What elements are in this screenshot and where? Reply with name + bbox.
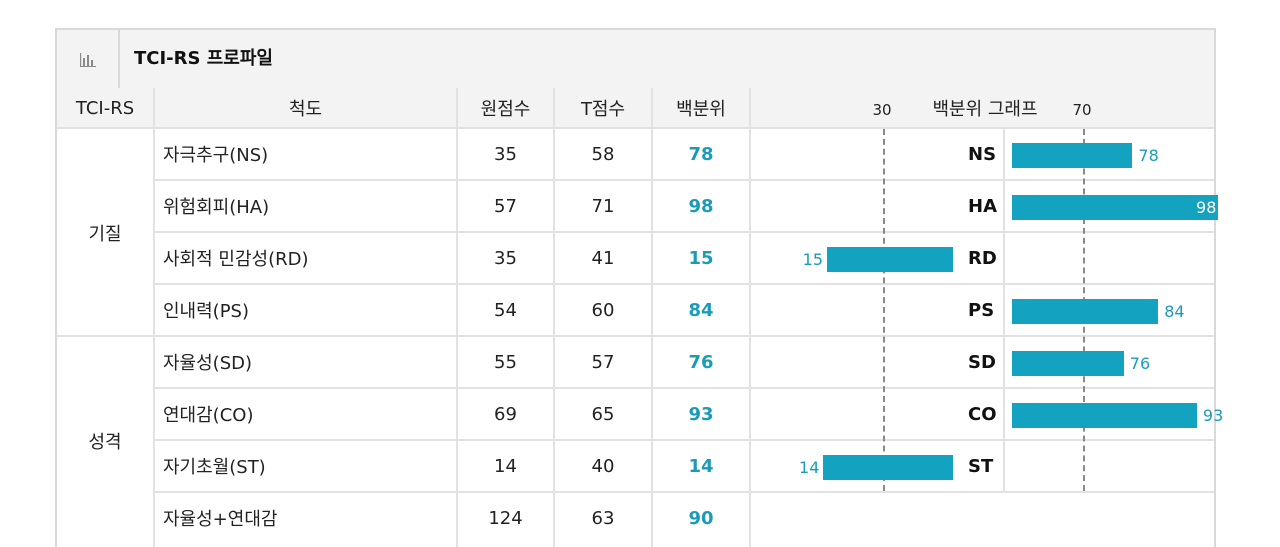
percentile-bar bbox=[827, 246, 953, 272]
scale-name: 인내력(PS) bbox=[163, 301, 250, 322]
scale-code: PS bbox=[968, 299, 995, 321]
header-group: TCI-RS bbox=[75, 97, 135, 119]
raw-score: 35 bbox=[494, 247, 517, 269]
raw-score: 124 bbox=[488, 507, 523, 529]
scale-code: ST bbox=[968, 455, 994, 477]
t-score: 57 bbox=[591, 351, 615, 373]
percentile-bar-label: 98 bbox=[1196, 197, 1217, 217]
row-divider bbox=[153, 231, 1214, 233]
scale-name: 연대감(CO) bbox=[163, 405, 254, 426]
raw-score: 57 bbox=[494, 195, 517, 217]
bar-chart-icon bbox=[57, 30, 120, 88]
code-column-divider bbox=[1003, 129, 1005, 491]
raw-score: 54 bbox=[494, 299, 517, 321]
column-divider bbox=[553, 88, 555, 547]
t-score: 40 bbox=[591, 455, 615, 477]
scale-name: 사회적 민감성(RD) bbox=[163, 249, 309, 270]
row-divider bbox=[153, 387, 1214, 389]
percentile-value: 90 bbox=[688, 507, 714, 529]
row-divider bbox=[153, 439, 1214, 441]
scale-name: 자극추구(NS) bbox=[163, 145, 269, 166]
group-label: 성격 bbox=[88, 432, 122, 453]
table-header-row bbox=[57, 88, 1214, 128]
header-percentile-graph: 백분위 그래프 bbox=[932, 99, 1038, 120]
percentile-bar bbox=[1012, 142, 1133, 168]
percentile-bar bbox=[1012, 402, 1197, 428]
graph-guide-30 bbox=[883, 129, 885, 491]
raw-score: 35 bbox=[494, 143, 517, 165]
percentile-value: 14 bbox=[688, 455, 714, 477]
percentile-value: 76 bbox=[688, 351, 714, 373]
header-percentile: 백분위 bbox=[676, 99, 726, 120]
panel-header: TCI-RS 프로파일 bbox=[57, 30, 1214, 90]
t-score: 71 bbox=[591, 195, 615, 217]
header-t-score: T점수 bbox=[580, 99, 626, 120]
scale-code: SD bbox=[968, 351, 996, 373]
percentile-value: 93 bbox=[688, 403, 714, 425]
t-score: 58 bbox=[591, 143, 615, 165]
scale-code: RD bbox=[968, 247, 997, 269]
column-divider bbox=[456, 88, 458, 547]
graph-tick-70: 70 bbox=[1072, 101, 1092, 119]
percentile-bar bbox=[1012, 350, 1124, 376]
scale-code: NS bbox=[968, 143, 997, 165]
column-divider bbox=[749, 88, 751, 547]
percentile-value: 15 bbox=[688, 247, 714, 269]
percentile-bar bbox=[1012, 194, 1219, 220]
row-divider bbox=[153, 283, 1214, 285]
header-scale: 척도 bbox=[288, 99, 323, 120]
row-divider bbox=[153, 179, 1214, 181]
percentile-value: 98 bbox=[688, 195, 714, 217]
percentile-bar-label: 78 bbox=[1138, 145, 1159, 165]
t-score: 63 bbox=[591, 507, 615, 529]
raw-score: 14 bbox=[494, 455, 517, 477]
raw-score: 55 bbox=[494, 351, 517, 373]
column-divider bbox=[651, 88, 653, 547]
scale-name: 자율성(SD) bbox=[163, 353, 253, 374]
t-score: 41 bbox=[591, 247, 615, 269]
percentile-value: 84 bbox=[688, 299, 714, 321]
t-score: 60 bbox=[591, 299, 615, 321]
scale-code: CO bbox=[968, 403, 997, 425]
scale-name: 위험회피(HA) bbox=[163, 197, 270, 218]
header-raw-score: 원점수 bbox=[480, 99, 531, 120]
raw-score: 69 bbox=[494, 403, 517, 425]
panel-title: TCI-RS 프로파일 bbox=[134, 48, 273, 69]
percentile-bar-label: 76 bbox=[1129, 353, 1151, 373]
scale-name: 자율성+연대감 bbox=[163, 509, 278, 530]
percentile-value: 78 bbox=[688, 143, 714, 165]
percentile-bar bbox=[823, 454, 953, 480]
t-score: 65 bbox=[591, 403, 615, 425]
scale-code: HA bbox=[968, 195, 997, 217]
percentile-bar-label: 15 bbox=[802, 249, 823, 269]
row-divider bbox=[153, 491, 1214, 493]
header-divider bbox=[57, 127, 1214, 129]
column-divider bbox=[153, 88, 155, 547]
percentile-bar-label: 93 bbox=[1202, 405, 1224, 425]
group-label: 기질 bbox=[88, 224, 122, 245]
graph-tick-30: 30 bbox=[872, 101, 892, 119]
group-divider bbox=[57, 335, 1214, 337]
percentile-bar bbox=[1012, 298, 1159, 324]
scale-name: 자기초월(ST) bbox=[163, 457, 266, 478]
percentile-bar-label: 14 bbox=[799, 457, 820, 477]
percentile-bar-label: 84 bbox=[1164, 301, 1185, 321]
